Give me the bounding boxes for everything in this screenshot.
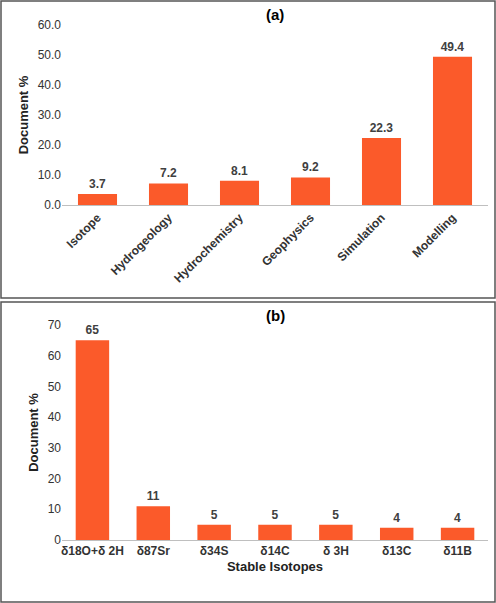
svg-text:Modelling: Modelling (409, 211, 458, 260)
svg-text:δ34S: δ34S (200, 544, 229, 558)
svg-text:5: 5 (332, 508, 339, 522)
svg-text:δ18O+δ 2H: δ18O+δ 2H (61, 544, 124, 558)
svg-text:0: 0 (54, 533, 61, 547)
svg-text:Hydrogeology: Hydrogeology (108, 211, 175, 278)
svg-text:δ13C: δ13C (382, 544, 412, 558)
svg-text:30: 30 (48, 441, 62, 455)
svg-text:9.2: 9.2 (302, 160, 319, 174)
svg-text:δ11B: δ11B (443, 544, 472, 558)
svg-text:10.0: 10.0 (38, 168, 62, 182)
svg-text:65: 65 (86, 323, 100, 337)
svg-text:40.0: 40.0 (38, 78, 62, 92)
svg-text:(b): (b) (266, 307, 285, 324)
svg-text:7.2: 7.2 (160, 166, 177, 180)
svg-text:δ87Sr: δ87Sr (137, 544, 171, 558)
svg-text:5: 5 (211, 508, 218, 522)
svg-text:60: 60 (48, 349, 62, 363)
svg-text:50.0: 50.0 (38, 48, 62, 62)
svg-text:22.3: 22.3 (370, 121, 394, 135)
svg-text:Geophysics: Geophysics (259, 211, 317, 269)
svg-text:11: 11 (147, 489, 160, 503)
svg-text:49.4: 49.4 (441, 40, 465, 54)
svg-text:4: 4 (454, 511, 461, 525)
svg-text:60.0: 60.0 (38, 18, 62, 32)
svg-text:δ 3H: δ 3H (323, 544, 349, 558)
svg-text:Stable Isotopes: Stable Isotopes (227, 559, 323, 574)
svg-text:70: 70 (48, 318, 62, 332)
svg-text:Document %: Document % (16, 75, 31, 154)
svg-text:50: 50 (48, 380, 62, 394)
svg-text:20: 20 (48, 472, 62, 486)
svg-text:(a): (a) (266, 6, 284, 23)
svg-text:5: 5 (272, 508, 279, 522)
svg-text:4: 4 (393, 511, 400, 525)
svg-text:3.7: 3.7 (89, 177, 106, 191)
svg-text:0.0: 0.0 (44, 198, 61, 212)
svg-text:20.0: 20.0 (38, 138, 62, 152)
svg-text:Hydrochemistry: Hydrochemistry (171, 211, 246, 286)
svg-text:δ14C: δ14C (260, 544, 290, 558)
svg-text:Isotope: Isotope (64, 211, 104, 251)
svg-text:40: 40 (48, 410, 62, 424)
svg-text:Document %: Document % (26, 393, 41, 472)
svg-text:30.0: 30.0 (38, 108, 62, 122)
svg-text:8.1: 8.1 (231, 164, 248, 178)
svg-text:Simulation: Simulation (335, 211, 388, 264)
svg-text:10: 10 (48, 502, 62, 516)
